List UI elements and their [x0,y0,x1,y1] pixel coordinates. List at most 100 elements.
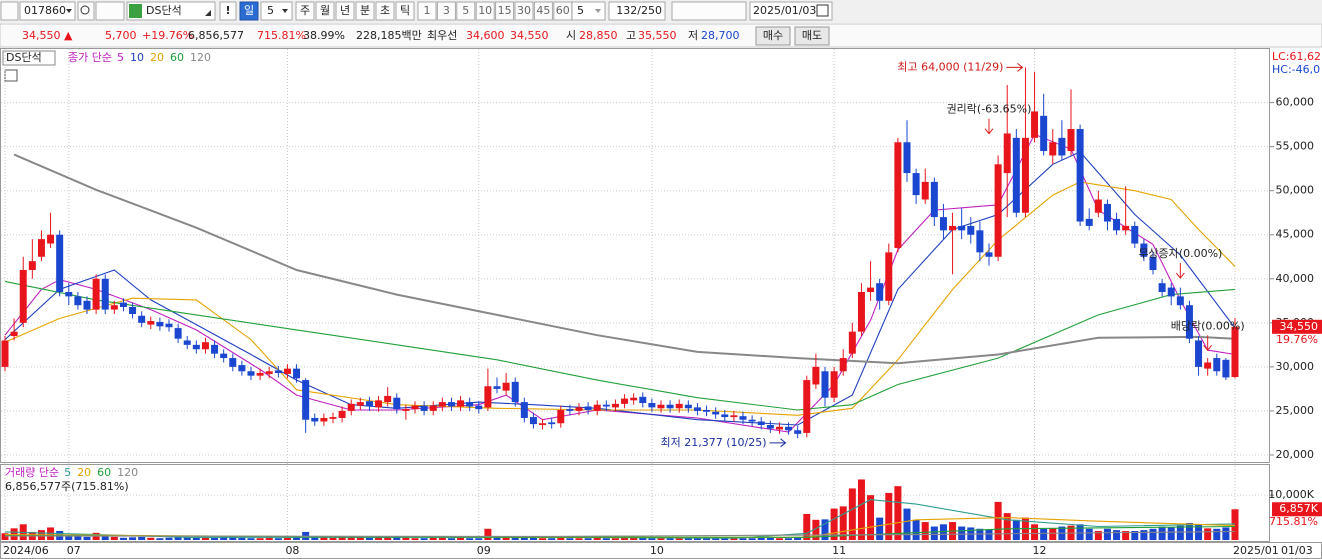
toolbar-button[interactable] [456,1,476,21]
buy-button[interactable] [755,26,791,46]
toolbar-button-label[interactable]: 년 [340,4,350,17]
dropdown-arrow [282,9,288,13]
name-box[interactable] [126,1,216,21]
range-box[interactable] [608,1,666,21]
toolbar-button-label[interactable]: 60 [556,4,570,17]
toolbar-button-label[interactable]: 틱 [400,4,410,17]
toolbar-button-label[interactable]: 10 [478,4,492,17]
period-button[interactable] [239,1,259,21]
toolbar-button-label[interactable]: 주 [300,4,310,17]
toolbar-button[interactable] [335,1,355,21]
sell[interactable]: 매도 [802,29,822,42]
candle-body [411,405,419,410]
tool-buttons[interactable] [671,1,747,21]
candle-body [447,402,455,407]
candle-body [766,425,774,429]
toolbar-button[interactable] [495,1,515,21]
candle-body [19,269,27,323]
volume-bar [484,528,492,540]
candle-body [684,404,692,409]
volume-bar [593,537,601,540]
toolbar-button-label[interactable]: 15 [498,4,512,17]
candle-body [1195,340,1203,367]
sound-button[interactable] [95,1,125,21]
code-input[interactable] [19,1,76,21]
toolbar-button[interactable] [436,1,456,21]
icon-button[interactable] [0,1,19,21]
candle-body [10,331,18,337]
legend-entry: 120 [190,51,211,64]
volume-bar [1204,528,1212,540]
volume-bar [165,537,173,540]
candle-body [520,402,528,418]
candle-body [302,380,310,420]
legend-entry: 5 [117,51,124,64]
period-n-box[interactable] [260,1,293,21]
candle-body [384,395,392,403]
table-icon[interactable] [4,69,18,82]
volume-bar [648,538,656,540]
search-button[interactable] [77,1,95,21]
toolbar-button-label[interactable]: 45 [536,4,550,17]
legend-entry: 5 [64,466,71,479]
candle-body [311,417,319,422]
toolbar-button[interactable] [375,1,395,21]
toolbar-button-label[interactable]: 1 [424,4,431,17]
candle-body [1049,142,1057,156]
y-tick-label: 25,000 [1276,404,1315,417]
volume-bar [1103,528,1111,540]
candle-body [1131,225,1139,244]
volume-bar [511,536,519,540]
toolbar-button-label[interactable]: 3 [443,4,450,17]
candle-body [1040,115,1048,152]
amount: 228,185백만 [356,29,422,42]
date-box[interactable] [749,1,833,21]
toolbar-button[interactable] [295,1,315,21]
volume-bar [757,537,765,540]
candle-body [903,142,911,174]
toolbar-button[interactable] [514,1,534,21]
toolbar-button[interactable] [315,1,335,21]
candle-body [930,181,938,218]
toolbar-button-label[interactable]: 5 [462,4,469,17]
annotation: 배당락(0.00%) [1171,319,1245,332]
low-label: 저 [688,29,698,42]
icon: ! [225,4,230,17]
volume-bar [502,536,510,540]
candle-body [939,217,947,231]
volume-bar [848,488,856,540]
toolbar-button[interactable] [475,1,495,21]
candle-body [28,261,36,270]
volume-bar [338,537,346,540]
toolbar-button-label[interactable]: 초 [380,4,390,17]
volume-bar [712,538,720,540]
candle-body [56,234,64,292]
volume-bar [356,537,364,540]
volume-bar [766,537,774,540]
toolbar-button[interactable] [417,1,437,21]
high: 35,550 [638,29,677,42]
y-tick-label: 45,000 [1276,228,1315,241]
candle-body [1003,133,1011,174]
toolbar-button-label[interactable]: 분 [360,4,370,17]
candle-body [1204,362,1212,369]
volume-bar [675,538,683,540]
legend-tag-box [2,50,56,66]
toolbar-button[interactable] [355,1,375,21]
candle-body [493,386,501,389]
toolbar-button-label[interactable]: 30 [517,4,531,17]
candle-body [293,368,301,379]
buy[interactable]: 매수 [763,29,783,42]
volume-bar [265,537,273,540]
candle-body [347,403,355,411]
candle-body [575,407,583,411]
period-n: 5 [267,4,274,17]
toolbar-button[interactable] [395,1,415,21]
sell-button[interactable] [794,26,830,46]
alert-button[interactable] [219,1,237,21]
candle-body [119,302,127,307]
toolbar-button[interactable] [553,1,573,21]
toolbar-button-label[interactable]: 월 [320,4,330,17]
toolbar-button[interactable] [533,1,553,21]
candle-body [666,404,674,409]
